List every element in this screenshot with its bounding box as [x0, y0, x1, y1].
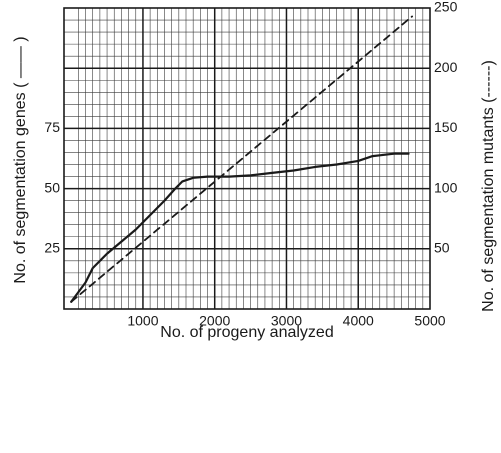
right-tick-label: 150: [434, 119, 458, 135]
right-tick-label: 250: [434, 0, 458, 15]
x-tick-label: 1000: [127, 313, 158, 329]
x-tick-label: 5000: [414, 313, 445, 329]
x-tick-label: 2000: [199, 313, 230, 329]
series-line-mutants: [70, 15, 414, 303]
right-tick-label: 50: [434, 240, 450, 256]
left-tick-label: 50: [44, 179, 60, 195]
series-line-genes: [70, 152, 410, 303]
left-axis-ticks: 25 50 75: [44, 119, 60, 255]
right-tick-label: 200: [434, 59, 458, 75]
series-layer: [70, 15, 414, 303]
left-axis-title: No. of segmentation genes ( —— ): [12, 36, 29, 283]
x-tick-label: 4000: [343, 313, 374, 329]
right-axis-title: No. of segmentation mutants (------): [480, 60, 497, 312]
right-axis-ticks: 50 100 150 200 250: [434, 0, 458, 256]
x-axis-ticks: 1000 2000 3000 4000 5000: [127, 313, 445, 329]
x-tick-label: 3000: [271, 313, 302, 329]
major-grid: [64, 8, 430, 309]
x-axis-title: No. of progeny analyzed: [160, 324, 333, 341]
left-tick-label: 25: [44, 240, 60, 256]
plot-background: [64, 8, 430, 309]
left-tick-label: 75: [44, 119, 60, 135]
right-tick-label: 100: [434, 179, 458, 195]
plot-frame: [63, 7, 431, 310]
minor-grid: [63, 8, 430, 309]
